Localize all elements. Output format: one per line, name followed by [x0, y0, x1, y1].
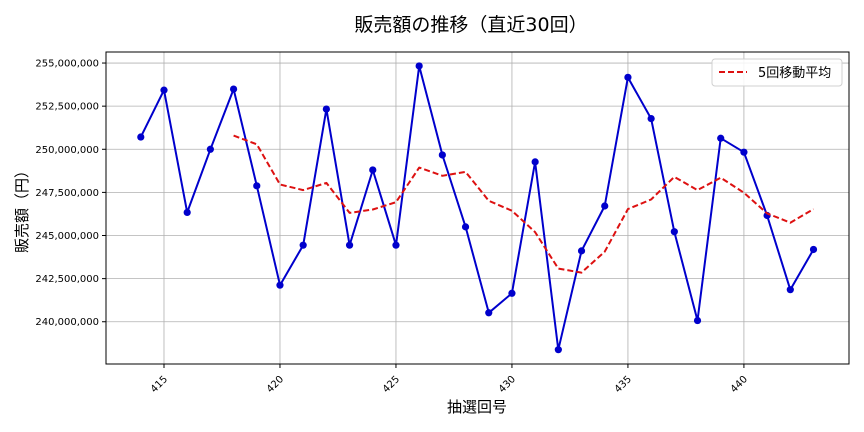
- legend-box: [711, 58, 843, 87]
- data-point-marker: [206, 145, 214, 153]
- data-point-marker: [717, 134, 725, 142]
- data-point-marker: [299, 241, 307, 249]
- data-point-marker: [322, 105, 330, 113]
- y-tick-label: 252,500,000: [35, 102, 99, 113]
- x-axis-ticks: 415 420 425 430 435 440: [149, 364, 750, 395]
- y-tick-label: 245,000,000: [35, 231, 99, 242]
- x-axis-label: 抽選回号: [447, 398, 507, 416]
- data-point-marker: [345, 241, 354, 249]
- data-point-marker: [786, 286, 794, 294]
- y-tick-label: 247,500,000: [35, 188, 99, 199]
- data-point-marker: [670, 228, 678, 236]
- y-tick-label: 240,000,000: [35, 317, 99, 328]
- data-point-marker: [137, 133, 145, 141]
- x-tick-label: 440: [729, 374, 750, 395]
- y-tick-label: 255,000,000: [35, 59, 99, 70]
- data-point-marker: [253, 182, 261, 190]
- data-point-marker: [809, 245, 818, 254]
- x-tick-label: 425: [381, 374, 402, 395]
- data-point-marker: [392, 241, 400, 249]
- data-point-marker: [693, 316, 702, 325]
- data-point-marker: [740, 148, 748, 156]
- data-point-marker: [531, 158, 539, 166]
- chart-title: 販売額の推移（直近30回）: [354, 14, 587, 36]
- moving-average-line: [233, 134, 815, 274]
- data-point-marker: [508, 289, 516, 297]
- data-point-marker: [461, 223, 470, 231]
- data-point-marker: [160, 86, 168, 94]
- data-point-marker: [624, 73, 632, 81]
- data-series: [137, 62, 818, 354]
- y-tick-label: 242,500,000: [35, 274, 99, 285]
- data-point-marker: [183, 208, 191, 216]
- y-axis-label: 販売額（円）: [13, 163, 31, 253]
- x-tick-label: 430: [497, 374, 518, 395]
- legend-label-moving-average: 5回移動平均: [758, 66, 831, 81]
- data-point-marker: [276, 281, 284, 289]
- data-point-marker: [647, 114, 655, 123]
- x-tick-label: 435: [613, 374, 634, 395]
- grid-lines: [106, 52, 849, 364]
- data-point-marker: [485, 309, 493, 317]
- sales-line: [139, 65, 815, 351]
- plot-frame: [105, 51, 850, 365]
- data-point-marker: [601, 202, 609, 210]
- data-point-marker: [229, 85, 238, 93]
- x-tick-label: 420: [265, 374, 286, 395]
- data-point-marker: [554, 346, 562, 354]
- x-tick-label: 415: [149, 374, 170, 395]
- data-point-marker: [577, 247, 586, 255]
- data-point-marker: [369, 166, 377, 174]
- y-tick-label: 250,000,000: [35, 145, 99, 156]
- legend: 5回移動平均: [711, 58, 843, 87]
- y-axis-ticks: 240,000,000 242,500,000 245,000,000 247,500…: [35, 59, 106, 328]
- data-point-marker: [438, 151, 446, 159]
- data-point-marker: [415, 62, 423, 70]
